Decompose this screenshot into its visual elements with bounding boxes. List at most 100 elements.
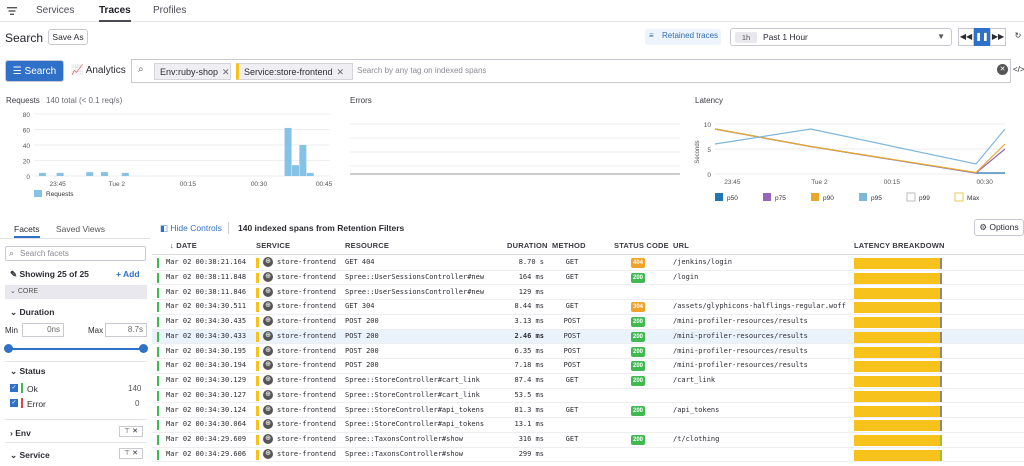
search-button[interactable]: ☰ Search <box>5 60 64 82</box>
status-indicator <box>157 449 159 460</box>
error-color <box>21 398 23 408</box>
duration-label: Duration <box>19 307 55 317</box>
row-resource: Spree::UserSessionsController#new <box>345 287 485 296</box>
forward-icon[interactable]: ▶▶ <box>990 28 1006 46</box>
slider-max-handle[interactable] <box>139 344 148 353</box>
latency-bar-tail <box>940 449 942 461</box>
close-icon[interactable]: ✕ <box>222 67 230 77</box>
hide-controls-button[interactable]: ◧ Hide Controls <box>160 223 222 234</box>
row-service: store-frontend <box>277 435 337 443</box>
table-row[interactable]: Mar 02 00:38:11.848 ⊕ store-frontend Spree:… <box>152 271 1024 286</box>
slider-min-handle[interactable] <box>4 344 13 353</box>
duration-facet[interactable]: ⌄ Duration <box>10 307 55 317</box>
service-color <box>256 420 259 431</box>
row-method: POST <box>563 361 581 370</box>
table-row[interactable]: Mar 02 00:34:30.064 ⊕ store-frontend Spree:… <box>152 418 1024 433</box>
options-button[interactable]: ⚙ Options <box>974 219 1024 236</box>
globe-icon: ⊕ <box>263 301 273 312</box>
facet-filter-icon[interactable]: ⊤ ✕ <box>119 426 143 437</box>
bar <box>38 172 46 176</box>
chart-subtitle: 140 total (< 0.1 req/s) <box>46 96 123 105</box>
tab-traces[interactable]: Traces <box>99 0 131 22</box>
service-color <box>256 317 259 327</box>
pencil-icon[interactable]: ✎ <box>10 269 20 279</box>
requests-chart: 80 60 40 20 0 23:45 Tue 2 00:15 00:30 00:45 Reques… <box>23 112 333 198</box>
table-row[interactable]: Mar 02 00:34:30.129 ⊕ store-frontend Spree:… <box>152 374 1024 389</box>
latency-bar <box>854 376 940 387</box>
row-resource: Spree::StoreController#api_tokens <box>345 420 485 429</box>
table-row[interactable]: Mar 02 00:34:29.606 ⊕ store-frontend Spree:… <box>152 448 1024 463</box>
filter-chip-env[interactable]: Env:ruby-shop ✕ <box>154 63 231 80</box>
table-row[interactable]: Mar 02 00:34:29.609 ⊕ store-frontend Spree:… <box>152 433 1024 448</box>
status-facet[interactable]: ⌄ Status <box>10 366 46 376</box>
errors-title: Errors <box>350 96 372 105</box>
menu-icon[interactable] <box>6 5 18 17</box>
analytics-button[interactable]: 📈 Analytics <box>71 60 126 82</box>
add-facet-button[interactable]: + Add <box>116 269 140 279</box>
col-latency-breakdown[interactable]: LATENCY BREAKDOWN <box>854 241 945 250</box>
x-tick-label: 00:15 <box>884 179 901 186</box>
row-method: GET <box>565 302 579 311</box>
table-row[interactable]: Mar 02 00:34:30.127 ⊕ store-frontend Spree:… <box>152 389 1024 404</box>
max-input[interactable]: 8.7s <box>105 323 147 337</box>
error-checkbox[interactable]: ✓ <box>10 399 18 407</box>
code-icon[interactable]: </> <box>1013 65 1024 74</box>
service-color <box>256 258 259 268</box>
row-duration: 81.3 ms <box>514 405 544 414</box>
table-row[interactable]: Mar 02 00:34:30.511 ⊕ store-frontend GET 30… <box>152 300 1024 315</box>
table-row[interactable]: Mar 02 00:34:30.433 ⊕ store-frontend POST 2… <box>152 329 1024 345</box>
query-box[interactable]: ⌕ Env:ruby-shop ✕ Service:store-frontend ✕… <box>131 59 1011 83</box>
table-row[interactable]: Mar 02 00:34:30.124 ⊕ store-frontend Spree:… <box>152 404 1024 419</box>
row-service: store-frontend <box>277 346 337 355</box>
service-facet[interactable]: ⌄ Service <box>10 450 50 460</box>
col-service[interactable]: SERVICE <box>256 241 291 250</box>
row-date: Mar 02 00:34:30.127 <box>166 390 247 399</box>
series-line <box>714 128 1006 165</box>
tab-profiles[interactable]: Profiles <box>153 5 187 16</box>
rewind-icon[interactable]: ◀◀ <box>958 28 974 46</box>
core-section[interactable]: ⌄ CORE <box>5 285 147 299</box>
clear-icon[interactable]: ✕ <box>997 64 1008 75</box>
env-facet[interactable]: › Env <box>10 428 31 438</box>
ok-checkbox[interactable]: ✓ <box>10 384 18 392</box>
col-date[interactable]: ↓ DATE <box>170 241 197 255</box>
col-status-code[interactable]: STATUS CODE <box>614 241 669 250</box>
globe-icon: ⊕ <box>263 257 273 267</box>
col-url[interactable]: URL <box>673 241 690 250</box>
facet-filter-icon[interactable]: ⊤ ✕ <box>119 448 143 459</box>
table-row[interactable]: Mar 02 00:38:11.846 ⊕ store-frontend Spree:… <box>152 286 1024 301</box>
table-row[interactable]: Mar 02 00:34:30.195 ⊕ store-frontend POST 2… <box>152 345 1024 360</box>
pause-icon[interactable]: ❚❚ <box>974 28 990 46</box>
globe-icon: ⊕ <box>263 271 273 282</box>
latency-title: Latency <box>695 96 724 105</box>
row-duration: 3.13 ms <box>514 317 544 325</box>
facet-search-input[interactable]: ⌕ Search facets <box>5 246 146 261</box>
close-icon[interactable]: ✕ <box>336 67 345 77</box>
duration-slider-track[interactable] <box>8 348 145 350</box>
tab-facets[interactable]: Facets <box>14 224 40 238</box>
tab-services[interactable]: Services <box>36 5 75 16</box>
x-tick-label: 00:45 <box>316 181 333 188</box>
col-duration[interactable]: DURATION <box>507 241 548 250</box>
time-selector[interactable]: 1h Past 1 Hour ▼ <box>730 28 952 46</box>
refresh-icon[interactable]: ↻ <box>1014 31 1022 40</box>
retained-traces-button[interactable]: ≡ Retained traces <box>645 29 721 45</box>
legend-label: p75 <box>775 195 786 202</box>
filter-chip-service[interactable]: Service:store-frontend ✕ <box>236 63 353 80</box>
tab-saved-views[interactable]: Saved Views <box>56 224 105 234</box>
latency-bar-tail <box>940 331 942 343</box>
table-row[interactable]: Mar 02 00:34:30.435 ⊕ store-frontend POST 2… <box>152 315 1024 330</box>
min-input[interactable]: 0ns <box>22 323 64 337</box>
col-resource[interactable]: RESOURCE <box>345 241 390 250</box>
service-color <box>256 331 259 342</box>
chip-label: Env:ruby-shop <box>160 67 219 77</box>
row-duration: 8.44 ms <box>514 302 544 311</box>
row-service: store-frontend <box>277 287 337 296</box>
row-url: /mini-profiler-resources/results <box>673 317 808 325</box>
save-as-button[interactable]: Save As <box>48 29 88 45</box>
query-placeholder[interactable]: Search by any tag on indexed spans <box>357 66 487 75</box>
col-method[interactable]: METHOD <box>552 241 586 250</box>
table-row[interactable]: Mar 02 00:38:21.164 ⊕ store-frontend GET 40… <box>152 256 1024 271</box>
row-resource: POST 200 <box>345 361 379 370</box>
table-row[interactable]: Mar 02 00:34:30.194 ⊕ store-frontend POST 2… <box>152 359 1024 374</box>
